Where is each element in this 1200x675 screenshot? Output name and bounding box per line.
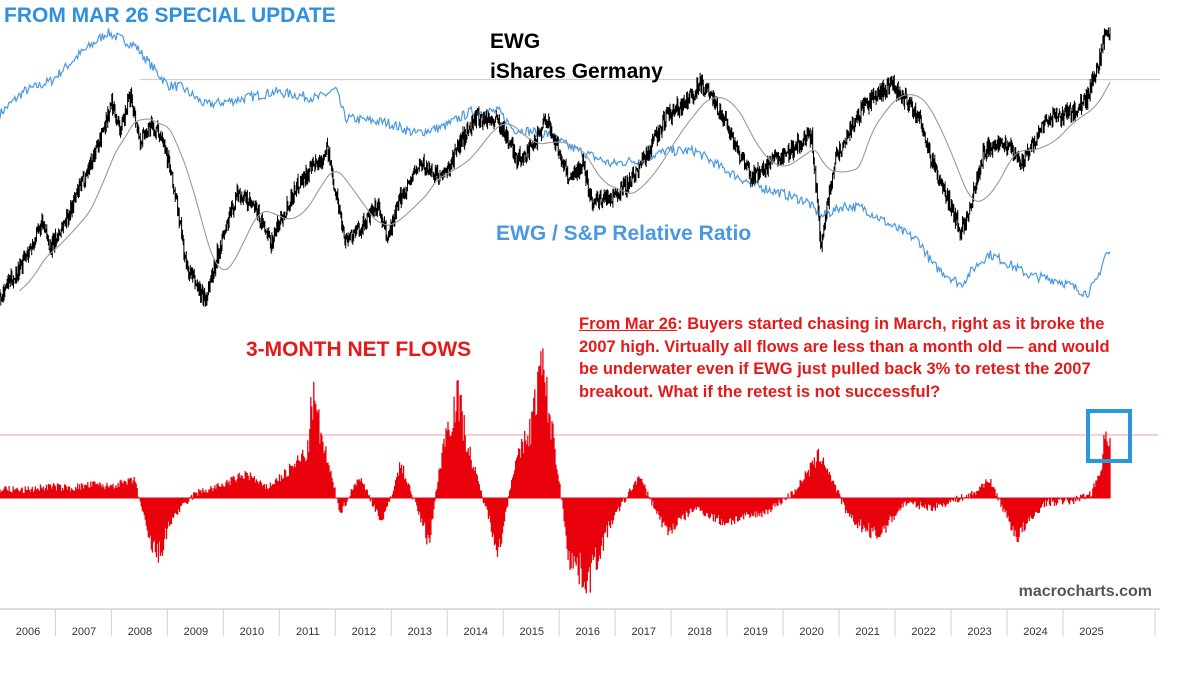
x-axis-tick-label: 2010 [240, 626, 264, 638]
x-axis-tick-label: 2017 [631, 626, 655, 638]
x-axis-tick-label: 2014 [464, 626, 488, 638]
annotation-date: From Mar 26 [579, 315, 678, 333]
flows-panel [0, 348, 1158, 594]
x-axis-tick-label: 2023 [967, 626, 991, 638]
flows-panel-title: 3-MONTH NET FLOWS [246, 338, 472, 361]
watermark: macrocharts.com [1018, 583, 1152, 600]
x-axis-tick-label: 2008 [128, 626, 152, 638]
x-axis-tick-label: 2013 [408, 626, 432, 638]
annotation-box: From Mar 26: Buyers started chasing in M… [579, 313, 1124, 403]
x-axis-tick-label: 2006 [16, 626, 40, 638]
x-axis-tick-label: 2024 [1023, 626, 1047, 638]
x-axis-tick-label: 2011 [296, 626, 320, 638]
x-axis-tick-label: 2025 [1079, 626, 1103, 638]
x-axis-tick-label: 2022 [911, 626, 935, 638]
ewg-ticker-label: EWG [490, 30, 541, 53]
header-title: FROM MAR 26 SPECIAL UPDATE [4, 4, 336, 27]
x-axis-tick-label: 2015 [520, 626, 544, 638]
x-axis-tick-label: 2020 [799, 626, 823, 638]
x-axis-tick-label: 2021 [855, 626, 879, 638]
ratio-series-label: EWG / S&P Relative Ratio [496, 222, 752, 245]
x-axis-tick-label: 2019 [743, 626, 767, 638]
x-axis-tick-label: 2007 [72, 626, 96, 638]
x-axis-tick-label: 2018 [687, 626, 711, 638]
ewg-moving-average [19, 82, 1111, 292]
annotation-text: : Buyers started chasing in March, right… [579, 315, 1110, 401]
x-axis-tick-label: 2009 [184, 626, 208, 638]
latest-flow-highlight-box [1086, 409, 1132, 463]
price-panel [0, 27, 1160, 307]
ewg-price-bars [0, 27, 1111, 307]
x-axis-tick-label: 2016 [576, 626, 600, 638]
x-axis-tick-label: 2012 [352, 626, 376, 638]
flows-area [0, 348, 1111, 594]
ewg-name-label: iShares Germany [490, 60, 663, 83]
x-axis: 2006 2007 2008 2009 2010 2011 2012 2013 2014 2015… [0, 608, 1160, 638]
